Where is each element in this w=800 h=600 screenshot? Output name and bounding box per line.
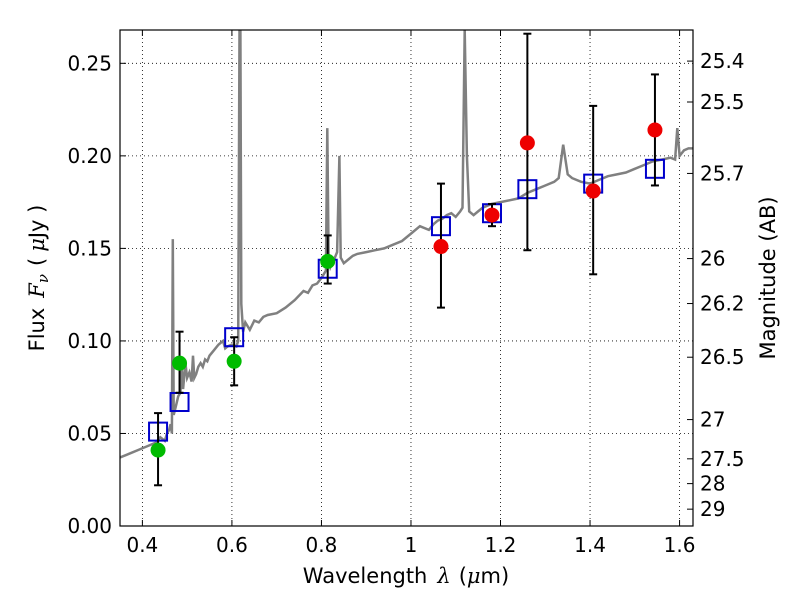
y2-tick-label: 25.5 [700, 90, 745, 114]
y-tick-label: 0.05 [67, 421, 112, 445]
y2-tick-label: 29 [700, 497, 725, 521]
x-tick-label: 1.2 [485, 533, 517, 557]
red-point [647, 122, 663, 138]
observed-points [150, 122, 663, 458]
y2-tick-label: 26.2 [700, 292, 745, 316]
x-tick-label: 0.8 [306, 533, 338, 557]
plot-area [120, 30, 693, 487]
x-tick-label: 1.6 [664, 533, 696, 557]
red-point [519, 135, 535, 151]
y2-axis-label: Magnitude (AB) [756, 196, 780, 359]
x-tick-label: 0.4 [126, 533, 158, 557]
red-point [433, 239, 449, 255]
model-points [148, 158, 665, 442]
y2-tick-label: 27 [700, 408, 725, 432]
y-axis-label: FluxFν(μJy ) [25, 205, 52, 352]
green-point [226, 353, 242, 369]
y2-tick-label: 25.7 [700, 161, 745, 185]
plot-frame [119, 29, 694, 527]
y2-tick-label: 26.5 [700, 345, 745, 369]
green-point [150, 442, 166, 458]
green-point [320, 253, 336, 269]
red-point [585, 183, 601, 199]
y-tick-label: 0.10 [67, 329, 112, 353]
red-point [484, 207, 500, 223]
grid-lines [120, 30, 693, 527]
green-point [172, 355, 188, 371]
spectrum-line [120, 30, 693, 459]
x-axis-label: Wavelength λ (μm) [303, 564, 509, 588]
x-tick-label: 1 [405, 533, 418, 557]
y2-tick-label: 28 [700, 472, 725, 496]
x-tick-label: 0.6 [216, 533, 248, 557]
y-axis-ticks: 0.00 0.05 0.10 0.15 0.20 0.25 [67, 51, 126, 538]
y-tick-label: 0.00 [67, 514, 112, 538]
y2-tick-label: 26 [700, 247, 725, 271]
y-tick-label: 0.15 [67, 236, 112, 260]
y2-tick-label: 27.5 [700, 447, 745, 471]
y-tick-label: 0.25 [67, 51, 112, 75]
x-axis-ticks: 0.4 0.6 0.8 1 1.2 1.4 1.6 [126, 30, 695, 557]
y2-tick-label: 25.4 [700, 49, 745, 73]
x-tick-label: 1.4 [574, 533, 606, 557]
error-bars [154, 32, 659, 487]
y-tick-label: 0.20 [67, 144, 112, 168]
